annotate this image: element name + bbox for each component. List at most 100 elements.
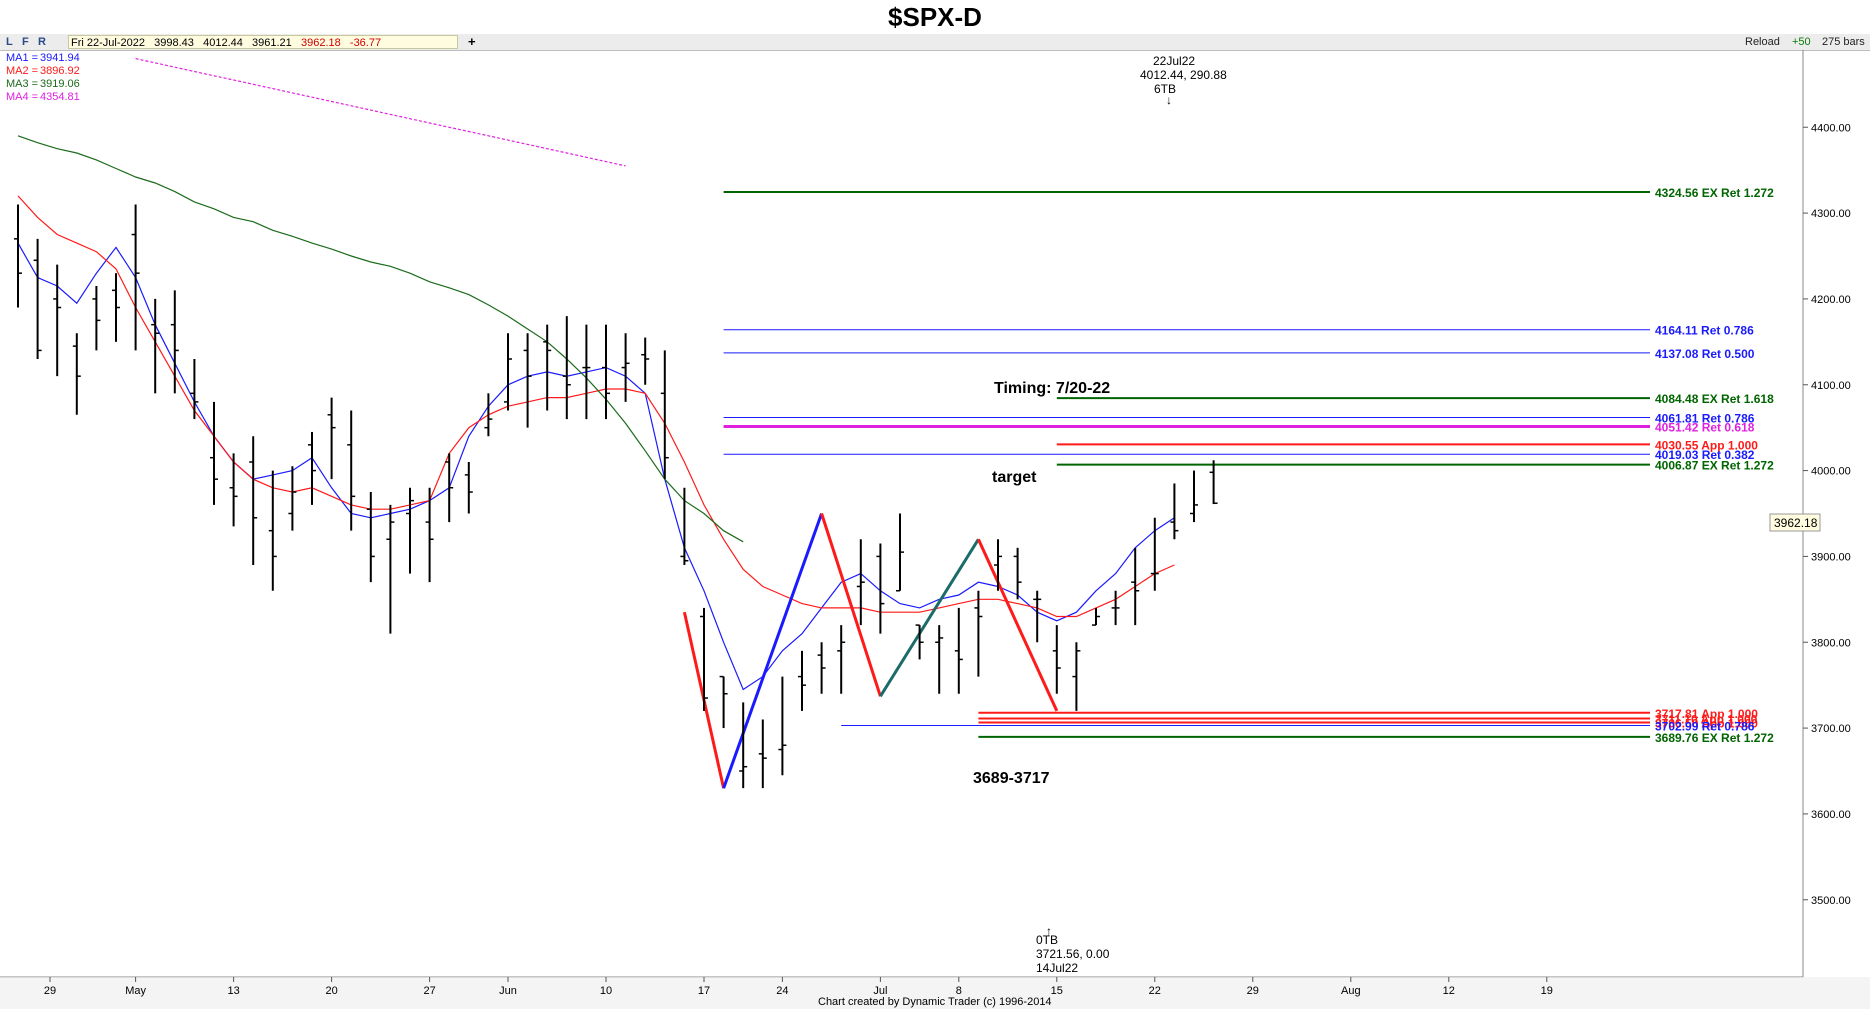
ohlc-bar <box>484 393 493 437</box>
y-tick-label: 3900.00 <box>1811 551 1851 563</box>
log-button[interactable]: L <box>6 36 13 48</box>
ohlc-bar <box>92 286 101 351</box>
pivot-bottom-values: 3721.56, 0.00 <box>1036 947 1110 961</box>
ma-line-ma2 <box>17 195 1175 618</box>
y-tick-label: 4000.00 <box>1811 466 1851 478</box>
ohlc-bar <box>778 676 787 776</box>
x-tick-label: 10 <box>600 985 612 997</box>
y-tick-label: 3800.00 <box>1811 637 1851 649</box>
level-label: 3702.99 Ret 0.786 <box>1655 720 1755 734</box>
ohlc-bar <box>660 350 669 480</box>
last-price-box <box>1769 513 1821 532</box>
quote-high: 4012.44 <box>203 37 243 49</box>
y-tick-label: 3600.00 <box>1811 809 1851 821</box>
ohlc-bar <box>112 273 120 342</box>
legend-ma1-value: 3941.94 <box>40 52 80 64</box>
ohlc-bar <box>856 539 865 626</box>
pivot-bottom-arrow: ↑ <box>1046 924 1052 938</box>
zone-annotation: 3689-3717 <box>973 770 1050 787</box>
ohlc-bar <box>14 204 22 308</box>
ohlc-bar <box>33 238 42 359</box>
x-tick-label: 19 <box>1541 985 1553 997</box>
x-axis-band <box>0 977 1870 1009</box>
bar-offset: +50 <box>1792 36 1811 48</box>
ohlc-bar <box>896 513 904 592</box>
ohlc-bar <box>954 607 963 694</box>
ma-line-ma4 <box>135 58 626 167</box>
level-label: 4137.08 Ret 0.500 <box>1655 347 1755 361</box>
ohlc-bar <box>347 410 356 531</box>
x-tick-label: 17 <box>698 985 710 997</box>
ohlc-bar <box>229 453 238 527</box>
legend-ma4-value: 4354.81 <box>40 91 80 103</box>
ohlc-bar <box>758 719 767 789</box>
ohlc-bar <box>974 590 983 677</box>
legend-ma3-value: 3919.06 <box>40 78 80 90</box>
ohlc-bar <box>249 436 258 565</box>
refresh-button[interactable]: R <box>38 36 46 48</box>
level-label: 4061.81 Ret 0.786 <box>1655 412 1755 426</box>
ohlc-bar <box>1111 590 1120 626</box>
ohlc-bar <box>562 316 571 420</box>
level-label: 3706.50 App 1.000 <box>1655 717 1758 731</box>
ohlc-bar <box>1072 642 1081 711</box>
ohlc-bar <box>915 624 924 660</box>
add-button[interactable]: + <box>468 34 476 49</box>
ohlc-bar <box>1209 460 1218 505</box>
level-label: 4324.56 EX Ret 1.272 <box>1655 186 1774 200</box>
ohlc-bar <box>1052 625 1061 694</box>
ohlc-bar <box>1033 590 1042 643</box>
swing-line <box>820 513 882 697</box>
ohlc-bar <box>366 492 375 583</box>
ohlc-bar <box>210 401 218 505</box>
level-label: 4019.03 Ret 0.382 <box>1655 448 1755 462</box>
toolbar: L F R Fri 22-Jul-2022 3998.43 4012.44 39… <box>0 34 1870 51</box>
ohlc-bar <box>464 462 473 514</box>
x-tick-label: 24 <box>776 985 788 997</box>
ohlc-bar <box>680 487 689 565</box>
pivot-bottom-date: 14Jul22 <box>1036 961 1078 975</box>
x-tick-label: 29 <box>1247 985 1259 997</box>
ohlc-bar <box>1150 517 1159 591</box>
ohlc-bar <box>170 290 179 394</box>
x-tick-label: 13 <box>227 985 239 997</box>
ohlc-bar <box>719 675 728 729</box>
ohlc-bar <box>1170 483 1179 540</box>
y-tick-label: 3500.00 <box>1811 895 1851 907</box>
ohlc-bar <box>288 466 297 531</box>
level-label: 4006.87 EX Ret 1.272 <box>1655 459 1774 473</box>
ohlc-bar <box>582 324 591 420</box>
legend-ma1-label: MA1 = <box>6 52 38 64</box>
ohlc-bar <box>739 702 748 789</box>
bar-count: 275 bars <box>1822 36 1865 48</box>
chart-credit: Chart created by Dynamic Trader (c) 1996… <box>818 996 1052 1008</box>
legend-ma2-label: MA2 = <box>6 65 38 77</box>
ohlc-bar <box>837 625 846 694</box>
reload-button[interactable]: Reload <box>1745 36 1780 48</box>
ohlc-bar <box>386 504 395 634</box>
quote-close: 3962.18 <box>300 37 341 49</box>
swing-line <box>879 538 980 698</box>
ohlc-bar <box>1131 547 1140 626</box>
ohlc-bar <box>504 333 512 411</box>
x-tick-label: 22 <box>1149 985 1161 997</box>
ohlc-bar <box>1092 607 1100 626</box>
fixed-scale-button[interactable]: F <box>22 36 29 48</box>
ohlc-bar <box>72 333 81 415</box>
ohlc-bar <box>543 324 552 411</box>
ohlc-bar <box>817 642 826 694</box>
ma-line-ma1 <box>17 242 1175 691</box>
quote-change: -36.77 <box>349 37 382 49</box>
ohlc-bar <box>151 298 160 394</box>
quote-readout: Fri 22-Jul-2022 3998.43 4012.44 3961.21 … <box>68 35 458 49</box>
ohlc-bar <box>621 333 630 402</box>
quote-open: 3998.43 <box>154 37 194 49</box>
ohlc-bar <box>602 324 610 420</box>
ohlc-bar <box>268 470 277 591</box>
ohlc-bar <box>700 607 708 711</box>
y-tick-label: 4200.00 <box>1811 294 1851 306</box>
ohlc-bar <box>190 359 199 420</box>
x-tick-label: 8 <box>956 985 962 997</box>
ohlc-bar <box>1013 547 1022 600</box>
